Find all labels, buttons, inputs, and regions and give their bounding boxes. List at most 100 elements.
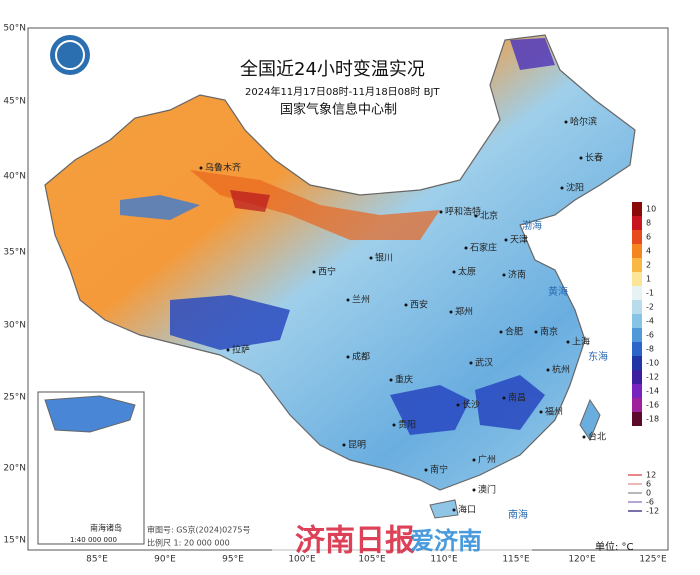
city-dot	[502, 273, 506, 277]
city-dot	[389, 378, 393, 382]
city-dot	[560, 186, 564, 190]
city-label: 长沙	[462, 399, 480, 411]
city-dot	[579, 156, 583, 160]
china-land	[44, 34, 636, 491]
subtitle: 2024年11月17日08时-11月18日08时 BJT	[245, 85, 440, 98]
city-dot	[424, 468, 428, 472]
city-dot	[342, 443, 346, 447]
lat-label: 50°N	[3, 24, 26, 34]
lon-label: 115°E	[502, 555, 530, 565]
legend-label: 6	[646, 233, 651, 242]
cold-area	[390, 385, 470, 435]
city-label: 呼和浩特	[445, 206, 481, 218]
taiwan	[579, 398, 601, 442]
lon-label: 85°E	[86, 555, 108, 565]
city-label: 银川	[375, 252, 393, 264]
lon-label: 120°E	[568, 555, 596, 565]
city-dot	[369, 256, 373, 260]
inset-scale: 1:40 000 000	[70, 536, 117, 544]
legend-swatch	[632, 314, 642, 328]
lat-label: 45°N	[3, 97, 26, 107]
city-label: 上海	[572, 336, 590, 348]
city-dot	[346, 355, 350, 359]
city-dot	[404, 303, 408, 307]
city-dot	[226, 348, 230, 352]
city-label: 福州	[545, 406, 563, 418]
sea-label: 东海	[588, 350, 608, 363]
city-label: 兰州	[352, 294, 370, 306]
city-label: 合肥	[505, 326, 523, 338]
lat-label: 20°N	[3, 464, 26, 474]
city-label: 贵阳	[398, 419, 416, 431]
legend-label: 1	[646, 275, 651, 284]
city-label: 太原	[458, 266, 476, 278]
contour-label: 6	[646, 480, 651, 489]
city-label: 哈尔滨	[570, 116, 597, 128]
city-label: 西安	[410, 299, 428, 311]
city-label: 重庆	[395, 374, 413, 386]
lon-label: 100°E	[288, 555, 316, 565]
legend-label: -16	[646, 401, 659, 410]
city-label: 南宁	[430, 464, 448, 476]
legend-label: -12	[646, 373, 659, 382]
city-label: 郑州	[455, 306, 473, 318]
city-label: 拉萨	[232, 344, 250, 356]
lat-label: 25°N	[3, 393, 26, 403]
cold-area	[475, 375, 545, 430]
city-label: 长春	[585, 152, 603, 164]
city-dot	[392, 423, 396, 427]
legend-label: -1	[646, 289, 654, 298]
title: 全国近24小时变温实况	[240, 59, 425, 80]
city-dot	[439, 210, 443, 214]
cold-area	[170, 295, 290, 350]
inset-title: 南海诸岛	[90, 523, 122, 533]
legend-label: 2	[646, 261, 651, 270]
city-dot	[499, 330, 503, 334]
hainan	[429, 499, 459, 519]
city-dot	[474, 214, 478, 218]
warm-area	[190, 170, 440, 240]
cold-area	[120, 195, 200, 220]
city-label: 武汉	[475, 357, 493, 369]
city-dot	[452, 508, 456, 512]
scale-text: 比例尺 1: 20 000 000	[147, 538, 230, 548]
legend-swatch	[632, 216, 642, 230]
city-label: 乌鲁木齐	[205, 162, 241, 174]
lon-label: 105°E	[358, 555, 386, 565]
city-label: 台北	[588, 431, 606, 443]
legend-swatch	[632, 412, 642, 426]
city-label: 天津	[510, 235, 528, 246]
city-label: 昆明	[348, 440, 366, 451]
legend-label: 4	[646, 247, 651, 256]
city-dot	[346, 298, 350, 302]
city-dot	[472, 488, 476, 492]
legend-label: -4	[646, 317, 654, 326]
city-dot	[449, 310, 453, 314]
legend-swatch	[632, 342, 642, 356]
warm-area	[230, 190, 270, 212]
city-dot	[312, 270, 316, 274]
legend-label: 8	[646, 219, 651, 228]
sea-label: 南海	[508, 508, 528, 521]
lon-label: 90°E	[154, 555, 176, 565]
city-dot	[456, 403, 460, 407]
legend-label: -14	[646, 387, 659, 396]
sea-label: 渤海	[522, 219, 542, 232]
city-dot	[502, 396, 506, 400]
city-dot	[472, 458, 476, 462]
watermark: 爱济南	[410, 527, 482, 555]
city-dot	[582, 435, 586, 439]
city-label: 北京	[480, 210, 498, 222]
city-dot	[564, 120, 568, 124]
city-label: 杭州	[552, 364, 570, 376]
sea-label: 黄海	[548, 285, 568, 298]
legend-label: -6	[646, 331, 654, 340]
legend-swatch	[632, 230, 642, 244]
legend-swatch	[632, 300, 642, 314]
city-dot	[534, 330, 538, 334]
legend-swatch	[632, 398, 642, 412]
legend-swatch	[632, 370, 642, 384]
city-label: 南昌	[508, 392, 526, 404]
city-dot	[199, 166, 203, 170]
